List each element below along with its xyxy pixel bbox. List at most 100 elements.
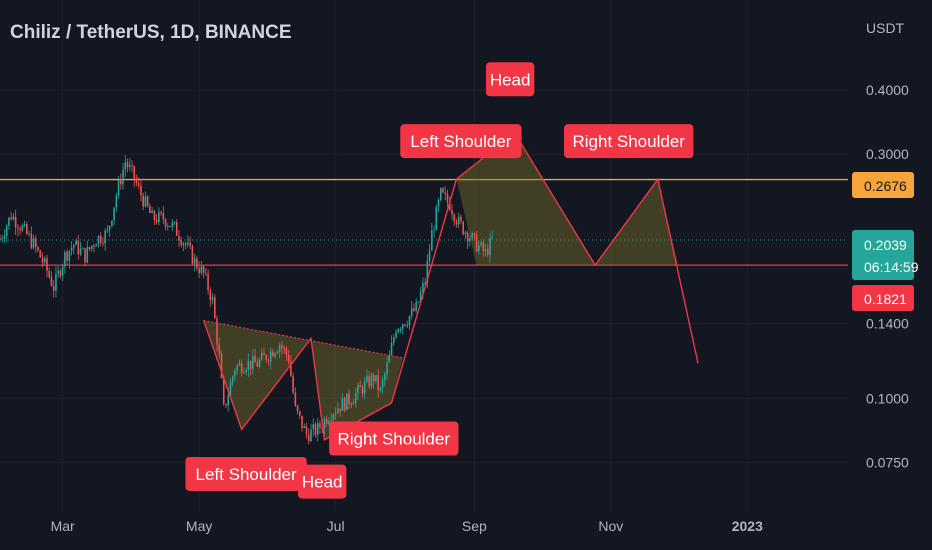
candle-body (464, 232, 467, 235)
price-tick-label: 0.4000 (866, 82, 909, 98)
candle-body (469, 238, 471, 242)
candle-body (285, 348, 288, 355)
annotation-label: Right Shoulder (338, 430, 451, 449)
candle-body (0, 238, 1, 240)
candle-body (471, 233, 473, 239)
pattern-fills (203, 132, 678, 440)
annotation-label: Left Shoulder (410, 132, 511, 151)
candle-body (348, 393, 350, 405)
candle-body (363, 381, 366, 394)
candle-body (316, 423, 319, 435)
resistance-badge-label: 0.2676 (864, 178, 907, 194)
candle-body (455, 221, 458, 225)
candle-body (93, 245, 95, 247)
candle-body (287, 354, 290, 362)
candle-body (151, 211, 153, 213)
candle-body (475, 234, 478, 252)
candle-body (359, 385, 362, 388)
candle-body (399, 328, 402, 330)
candle-body (12, 216, 15, 220)
candle-body (346, 393, 348, 411)
annotation-label-bg (297, 464, 347, 499)
price-tick-label: 0.3000 (866, 146, 909, 162)
candle-body (417, 301, 420, 303)
candle-body (229, 382, 232, 396)
candle-body (294, 392, 297, 406)
candle-body (442, 188, 444, 193)
candle-body (17, 227, 19, 229)
candle-body (213, 297, 216, 319)
candle-body (216, 318, 218, 345)
pattern-outline (202, 131, 699, 441)
time-axis[interactable]: Mar May Jul Sep Nov 2023 (51, 518, 764, 534)
candle-body (299, 411, 301, 416)
candle-body (117, 180, 120, 196)
candle-body (453, 214, 456, 222)
candle-body (178, 235, 180, 241)
candle-body (236, 365, 238, 371)
time-tick-label: May (186, 518, 212, 534)
candle-body (466, 232, 469, 242)
candle-body (263, 352, 265, 356)
candle-body (401, 324, 404, 329)
candle-body (30, 233, 33, 248)
candle-body (23, 223, 26, 226)
candle-body (307, 434, 310, 442)
candle-body (28, 233, 30, 235)
candle-body (439, 188, 442, 200)
candle-body (446, 193, 449, 202)
time-tick-label: 2023 (732, 518, 763, 534)
inverse-pattern-fill (203, 320, 403, 440)
candle-body (88, 247, 91, 250)
candle-body (167, 226, 169, 228)
candle-body (388, 354, 391, 363)
candle-body (413, 308, 415, 311)
candle-body (245, 370, 247, 373)
time-tick-label: Jul (327, 518, 345, 534)
candle-body (334, 413, 337, 415)
candle-body (366, 376, 368, 382)
candle-body (50, 276, 53, 286)
candle-body (473, 233, 476, 235)
annotation-label-bg (485, 62, 535, 97)
candle-body (247, 360, 250, 371)
candle-body (126, 162, 129, 167)
candle-body (267, 360, 270, 362)
candle-body (372, 374, 375, 382)
candle-body (457, 216, 460, 225)
candle-body (59, 270, 62, 276)
candle-body (187, 242, 189, 245)
candle-body (426, 260, 429, 283)
current-price-label: 0.2039 (864, 237, 907, 253)
candle-body (8, 217, 10, 227)
price-axis[interactable]: USDT 0.4000 0.3000 0.1400 0.1000 0.0750 (866, 20, 909, 470)
candle-body (184, 243, 187, 245)
candle-body (231, 376, 234, 383)
candle-body (460, 216, 462, 222)
candle-body (272, 351, 274, 357)
annotation-label: Right Shoulder (572, 132, 685, 151)
candle-body (478, 245, 480, 252)
candle-body (153, 211, 156, 220)
candle-body (21, 225, 24, 231)
candle-body (155, 219, 158, 223)
candle-body (274, 353, 277, 357)
candle-body (3, 235, 6, 239)
candle-body (158, 211, 160, 223)
candle-body (330, 420, 332, 422)
candle-body (357, 385, 359, 394)
candle-body (384, 373, 386, 381)
candle-body (249, 360, 252, 369)
candle-body (55, 273, 57, 291)
candle-body (120, 180, 122, 185)
candle-body (352, 402, 355, 405)
candle-body (337, 408, 339, 414)
candle-body (325, 419, 328, 424)
candle-body (404, 324, 406, 326)
time-tick-label: Mar (51, 518, 75, 534)
candle-body (99, 235, 102, 243)
candle-body (265, 355, 268, 361)
candle-body (97, 235, 100, 245)
inverse-neckline (203, 319, 403, 359)
